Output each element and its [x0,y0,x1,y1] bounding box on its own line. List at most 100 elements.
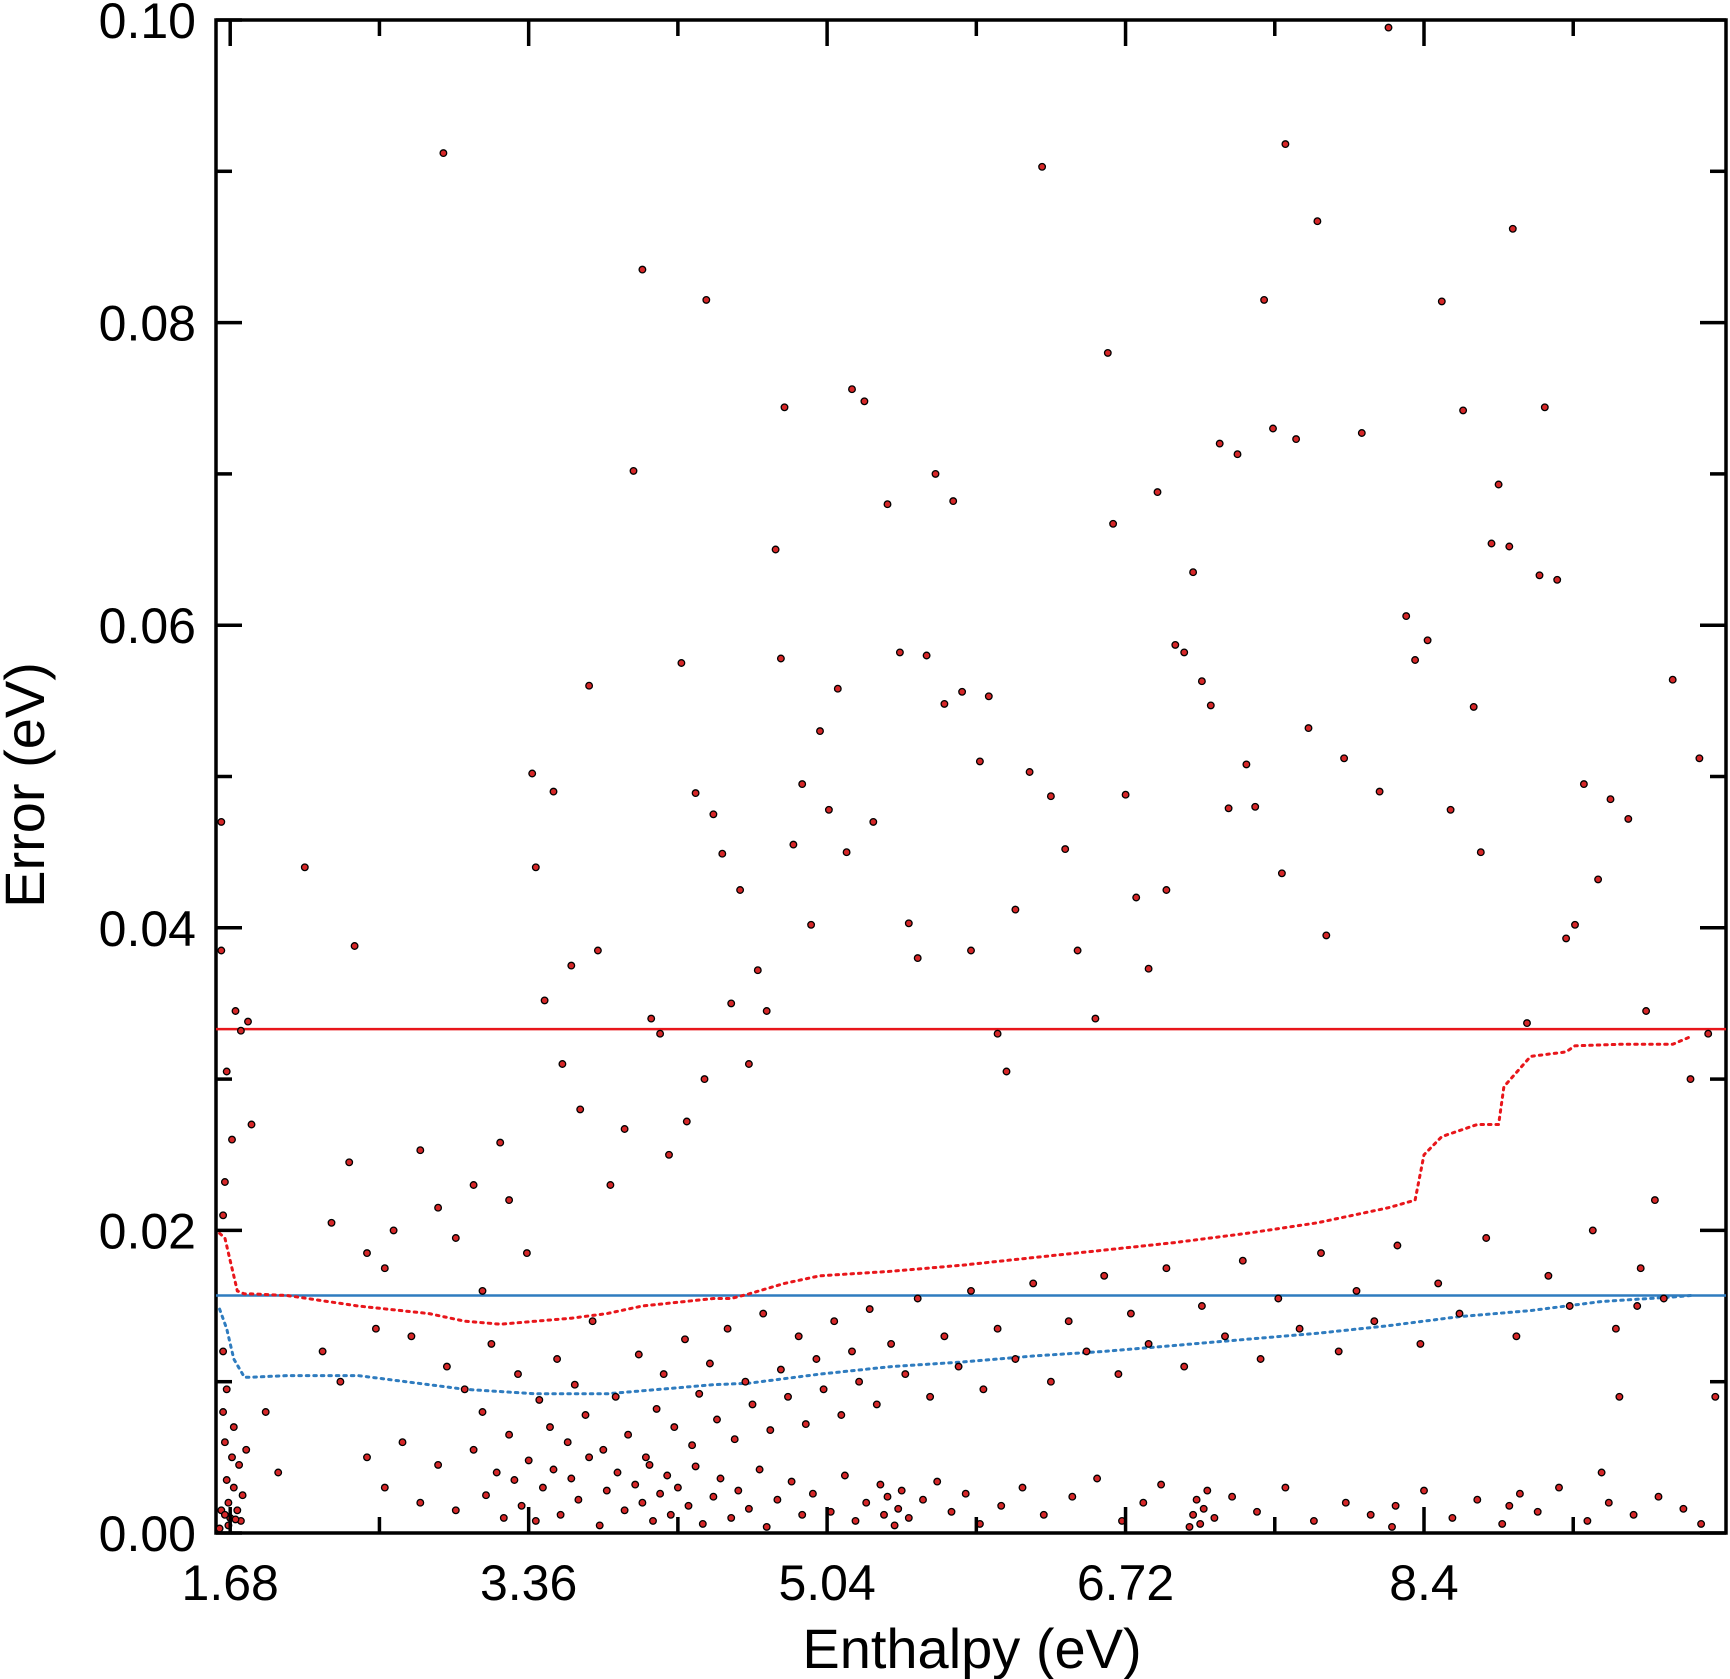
scatter-point [702,295,711,304]
scatter-point [1341,1498,1350,1507]
scatter-point [517,1501,526,1510]
scatter-point [997,1501,1006,1510]
scatter-point [1334,1347,1343,1356]
plot-frame [214,18,1728,1535]
scatter-point [1704,1029,1713,1038]
scatter-point [1277,869,1286,878]
scatter-point [919,1495,927,1504]
scatter-point [1686,1075,1695,1084]
scatter-point [954,1362,963,1371]
scatter-point [1515,1489,1524,1498]
scatter-point [759,1309,768,1318]
scatter-point [681,1335,689,1344]
scatter-point [588,1317,597,1326]
scatter-point [434,1203,443,1212]
scatter-point [451,1234,460,1242]
scatter-point [1512,1332,1521,1341]
scatter-point [1366,1510,1375,1519]
scatter-point [1597,1468,1606,1477]
scatter-point [1711,1392,1720,1401]
scatter-point [1340,754,1349,763]
scatter-point [887,1339,896,1348]
scatter-point [684,1501,693,1510]
scatter-point [371,1324,380,1333]
scatter-point [1322,931,1331,940]
scatter-point [611,1392,620,1401]
scatter-point [816,727,824,736]
scatter-point [709,810,718,819]
scatter-point [1476,848,1485,857]
scatter-point [848,385,856,394]
scatter-point [624,1430,633,1439]
scatter-point [229,1483,238,1492]
x-tick-label: 6.72 [1077,1555,1174,1611]
scatter-point [563,1438,572,1447]
scatter-point [1594,875,1603,884]
scatter-point [798,780,807,789]
scatter-point [1571,920,1579,929]
scatter-point [1153,488,1162,497]
scatter-point [688,1441,697,1450]
scatter-point [228,1135,236,1144]
scatter-point [1420,1486,1428,1495]
scatter-point [1375,787,1384,796]
scatter-point [700,1075,709,1084]
scatter-point [656,1029,665,1038]
scatter-point [274,1468,283,1477]
scatter-point [222,1067,231,1076]
scatter-point [744,1504,753,1513]
scatter-point [528,769,537,778]
scatter-point [558,1060,567,1068]
scatter-point [1695,754,1704,763]
scatter-point [1624,814,1633,823]
scatter-point [631,1480,640,1489]
scatter-point [848,1347,856,1356]
scatter-point [231,1515,240,1524]
scatter-point [663,1471,672,1480]
scatter-point [967,1286,975,1295]
scatter-point [505,1430,514,1439]
scatter-point [389,1226,398,1235]
scatter-point [1157,1480,1166,1489]
scatter-point [753,966,762,975]
scatter-point [220,1178,229,1186]
scatter-point [993,1029,1002,1038]
scatter-point [776,1365,785,1374]
scatter-point [1064,1317,1073,1326]
scatter-point [620,1125,629,1133]
scatter-point [585,681,594,690]
scatter-point [967,946,975,955]
scatter-point [522,1249,531,1258]
scatter-point [940,1332,949,1341]
scatter-point [883,500,892,509]
scatter-point [1206,701,1215,710]
scatter-point [1082,1347,1091,1356]
scatter-point [1583,1516,1592,1525]
scatter-point [755,1465,764,1474]
scatter-point [789,840,798,849]
y-tick-label: 0.10 [99,0,196,49]
y-tick-label: 0.06 [99,598,196,654]
scatter-point [244,1017,252,1026]
scatter-point [261,1408,270,1416]
scatter-point [217,946,226,955]
scatter-point [1233,450,1242,459]
scatter-point [926,1392,935,1401]
scatter-point [979,1385,988,1394]
scatter-point [1281,140,1290,149]
scatter-point [894,1504,903,1513]
scatter-point [1215,439,1224,448]
scatter-point [1352,1286,1361,1295]
x-tick-label: 1.68 [182,1555,279,1611]
scatter-point [634,1350,643,1359]
scatter-point [933,1477,942,1486]
scatter-point [862,1498,871,1507]
scatter-point [1505,542,1514,551]
scatter-point [801,1420,810,1429]
scatter-point [1132,893,1141,902]
scatter-point [1629,1510,1638,1519]
scatter-point [677,659,686,667]
scatter-point [1162,886,1171,894]
scatter-point [1455,1309,1464,1318]
scatter-point [851,1516,860,1525]
